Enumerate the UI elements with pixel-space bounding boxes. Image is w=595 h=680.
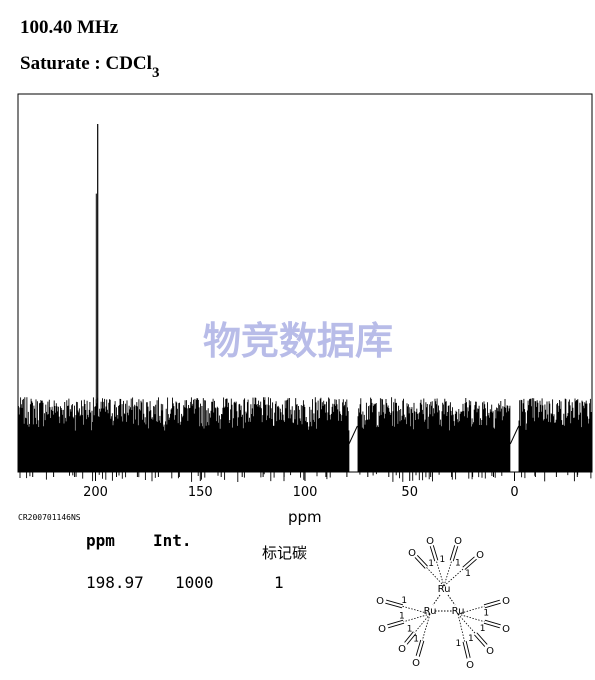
oxygen-atom-0: O: [426, 536, 434, 547]
co-double-bond: [416, 554, 428, 567]
peak-lines: [95, 124, 99, 472]
oxygen-atom-7: O: [412, 658, 420, 669]
peak-table-header-int: Int.: [153, 531, 192, 550]
co-double-bond: [385, 602, 403, 609]
co-double-bond: [476, 632, 488, 645]
bond-order-label-8: 1: [483, 608, 489, 618]
ru-co-bond: [457, 613, 465, 642]
co-double-bond: [429, 546, 436, 562]
bond-order-label-0: 1: [440, 555, 446, 565]
x-axis-ticks: 200 150 100 50 0: [32, 472, 578, 500]
solvent-text: Saturate : CDCl: [20, 53, 152, 74]
bond-order-label-6: 1: [407, 625, 413, 635]
oxygen-atom-10: O: [486, 646, 494, 657]
co-double-bond: [414, 557, 426, 569]
co-double-bond: [483, 599, 500, 606]
co-double-bond: [462, 641, 468, 659]
co-double-bond: [484, 602, 501, 609]
oxygen-atom-9: O: [502, 624, 510, 635]
peak-table-header-label: 标记碳: [262, 544, 308, 562]
x-tick-label: 0: [510, 485, 518, 500]
ru-co-bond: [403, 613, 431, 623]
peak-table-cell-ppm: 198.97: [86, 573, 144, 592]
solvent-subscript: 3: [151, 65, 160, 81]
x-axis-label: ppm: [288, 508, 322, 526]
ruthenium-atom-1: Ru: [424, 606, 437, 617]
solvent-gap-line-1: [509, 425, 520, 445]
spectrum-chart: 物竞数据库 200 150 100 50 0: [17, 93, 593, 500]
oxygen-atom-2: O: [408, 548, 416, 559]
bond-order-label-3: 1: [465, 569, 471, 579]
bond-order-label-10: 1: [468, 634, 474, 644]
solvent-gap-line-0: [348, 425, 358, 445]
oxygen-atom-4: O: [376, 596, 384, 607]
ru-co-bond: [457, 613, 476, 635]
co-double-bond: [404, 631, 414, 643]
co-double-bond: [406, 633, 417, 645]
ru-co-bond: [414, 613, 431, 633]
co-double-bond: [386, 599, 404, 606]
co-double-bond: [387, 619, 404, 626]
ruthenium-atom-0: Ru: [438, 584, 451, 595]
co-double-bond: [418, 640, 425, 657]
x-tick-label: 50: [401, 485, 418, 500]
co-double-bond: [464, 558, 477, 570]
oxygen-atom-5: O: [378, 624, 386, 635]
oxygen-atom-11: O: [466, 660, 474, 671]
peak-table-cell-int: 1000: [175, 573, 214, 592]
frequency-label: 100.40 MHz: [20, 17, 119, 38]
bond-order-label-9: 1: [480, 624, 486, 634]
sample-id: CR200701146NS: [18, 513, 81, 522]
co-double-bond: [415, 639, 422, 656]
solvent-gaps: [348, 425, 520, 445]
bond-order-label-11: 1: [456, 639, 462, 649]
ru-co-bond: [457, 613, 485, 623]
ru-ru-bond: [447, 594, 456, 606]
x-tick-label: 200: [83, 485, 108, 500]
co-double-bond: [432, 545, 439, 561]
peak-table-header-ppm: ppm: [86, 531, 115, 550]
ru-co-bond: [443, 560, 453, 587]
x-tick-label: 150: [188, 485, 213, 500]
co-double-bond: [483, 622, 500, 629]
ru-co-bond: [435, 560, 445, 587]
co-double-bond: [462, 556, 475, 568]
ru-ru-bond: [432, 594, 441, 606]
solvent-label: Saturate : CDCl3: [20, 53, 159, 82]
ruthenium-atom-2: Ru: [452, 606, 465, 617]
bond-order-label-2: 1: [428, 559, 434, 569]
oxygen-atom-3: O: [476, 550, 484, 561]
bond-order-label-1: 1: [455, 559, 461, 569]
ru-co-bond: [443, 568, 465, 587]
co-double-bond: [474, 634, 486, 647]
co-double-bond: [465, 641, 471, 658]
ru-co-bond: [426, 567, 445, 587]
oxygen-atom-1: O: [454, 536, 462, 547]
noise-baseline: [18, 397, 593, 482]
noise-trace-lower: [19, 472, 592, 482]
co-double-bond: [452, 546, 459, 562]
co-double-bond: [484, 619, 501, 626]
co-double-bond: [449, 545, 456, 561]
bond-order-label-4: 1: [401, 596, 407, 606]
bond-order-label-5: 1: [399, 612, 405, 622]
peak-table-cell-label: 1: [274, 573, 284, 592]
bond-order-label-7: 1: [413, 635, 419, 645]
oxygen-atom-6: O: [398, 644, 406, 655]
ru-co-bond: [421, 613, 431, 641]
noise-trace: [18, 397, 593, 472]
watermark: 物竞数据库: [203, 319, 393, 363]
co-double-bond: [388, 622, 405, 629]
x-tick-label: 100: [293, 485, 318, 500]
oxygen-atom-8: O: [502, 596, 510, 607]
